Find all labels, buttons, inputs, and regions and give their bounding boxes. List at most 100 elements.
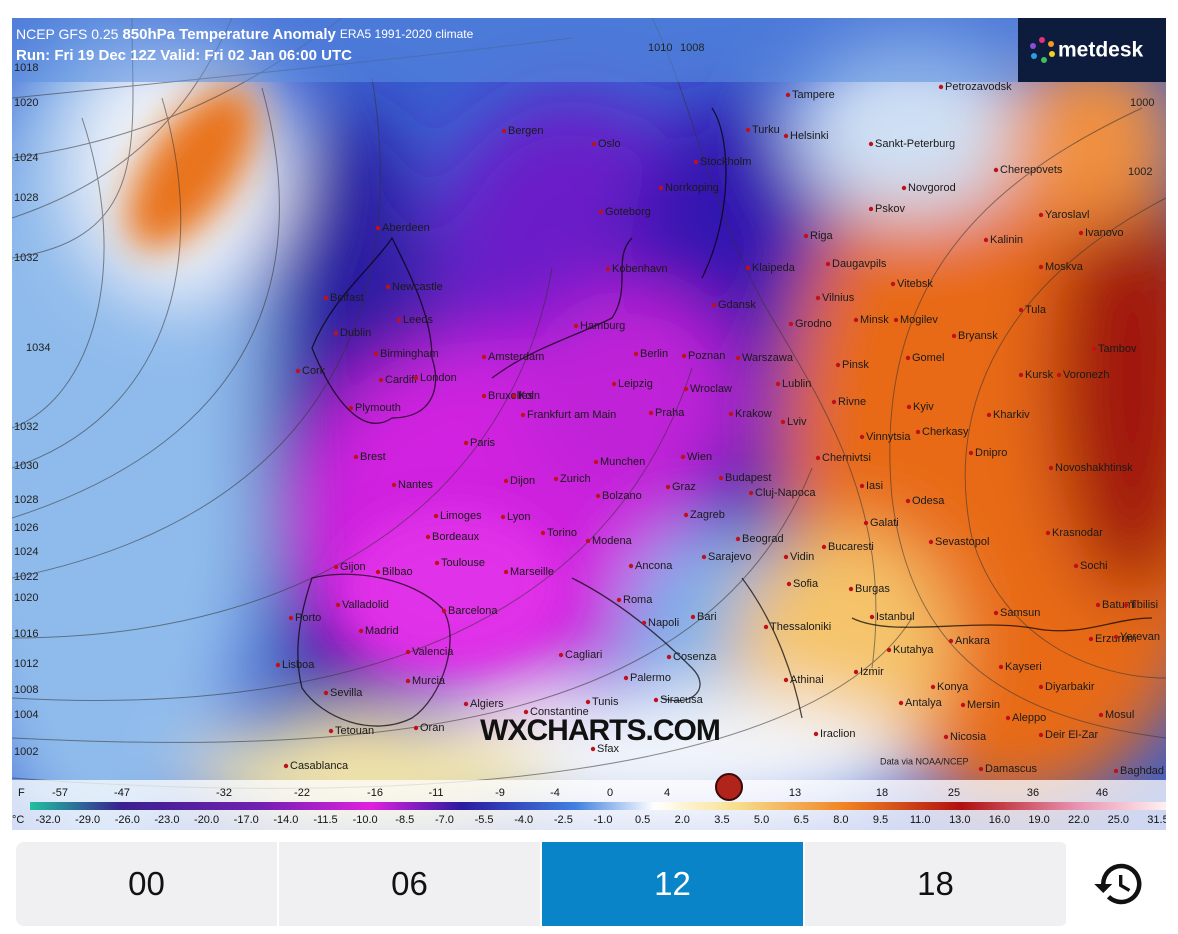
run-tab[interactable]: 18 [805,842,1068,926]
city-dot [788,321,794,327]
city-dot [463,701,469,707]
city-label: Tetouan [335,725,374,737]
city-label: Sevilla [330,687,363,699]
city-dot [434,560,440,566]
f-label: 46 [1096,787,1108,799]
city-dot [869,614,875,620]
city-label: Amsterdam [488,351,544,363]
c-label: 5.0 [754,814,769,826]
city-dot [780,419,786,425]
city-label: Ankara [955,635,991,647]
time-slider-handle[interactable] [715,773,743,801]
city-dot [503,478,509,484]
city-dot [585,538,591,544]
city-label: Wroclaw [690,383,732,395]
city-dot [348,405,354,411]
city-dot [745,265,751,271]
city-label: Yaroslavl [1045,209,1089,221]
c-label: -29.0 [75,814,100,826]
city-label: Poznan [688,350,725,362]
city-dot [553,476,559,482]
city-dot [986,412,992,418]
city-label: Wien [687,451,712,463]
city-label: Torino [547,527,577,539]
isobar-label: 1026 [14,522,38,534]
city-label: Aleppo [1012,712,1046,724]
history-button[interactable] [1092,857,1146,911]
city-dot [993,610,999,616]
city-dot [413,375,419,381]
city-dot [665,484,671,490]
city-label: Kursk [1025,369,1054,381]
credit: Data via NOAA/NCEP [880,756,969,766]
city-label: Galati [870,517,899,529]
city-dot [783,677,789,683]
city-label: Zurich [560,473,591,485]
city-dot [815,295,821,301]
city-dot [893,317,899,323]
city-label: Daugavpils [832,258,887,270]
city-label: Birmingham [380,348,439,360]
city-dot [745,127,751,133]
city-label: Izmir [860,666,884,678]
city-label: Tampere [792,89,835,101]
f-unit: F [18,787,25,799]
city-dot [978,766,984,772]
run-tab[interactable]: 12 [542,842,805,926]
city-label: Gijon [340,561,366,573]
city-dot [735,355,741,361]
c-label: 3.5 [714,814,729,826]
city-label: Diyarbakir [1045,681,1095,693]
city-dot [803,233,809,239]
c-label: -26.0 [115,814,140,826]
city-label: Dijon [510,475,535,487]
f-label: -47 [114,787,130,799]
isobar-label: 1024 [14,152,38,164]
model-name: NCEP GFS 0.25 [16,26,119,42]
city-dot [333,330,339,336]
city-dot [1038,264,1044,270]
city-dot [943,734,949,740]
city-label: Cosenza [673,651,717,663]
city-label: Nantes [398,479,433,491]
header-title: NCEP GFS 0.25 850hPa Temperature Anomaly E… [16,26,474,43]
city-dot [275,662,281,668]
city-dot [998,664,1004,670]
city-label: Cardiff [385,374,418,386]
city-dot [1098,712,1104,718]
city-label: Mogilev [900,314,938,326]
city-label: Napoli [648,617,679,629]
city-dot [283,763,289,769]
city-dot [886,647,892,653]
city-label: Yerevan [1120,631,1160,643]
city-dot [938,84,944,90]
f-label: -57 [52,787,68,799]
f-label: 13 [789,787,801,799]
c-label: 9.5 [873,814,888,826]
f-label: 4 [664,787,670,799]
city-dot [558,652,564,658]
city-dot [859,434,865,440]
city-label: Kyiv [913,401,934,413]
city-label: Istanbul [876,611,915,623]
city-label: Bucaresti [828,541,874,553]
city-label: Novoshakhtinsk [1055,462,1133,474]
city-label: Praha [655,407,685,419]
city-label: Goteborg [605,206,651,218]
city-label: Cagliari [565,649,602,661]
city-dot [763,624,769,630]
run-tab[interactable]: 06 [279,842,542,926]
city-dot [658,185,664,191]
city-dot [500,514,506,520]
legend-labels: -57 -47 -32 -22 -16 -11 -9 -4 0 4 13 18 25 36 46 -32.0 -… [35,787,1166,826]
city-dot [1113,768,1119,774]
city-dot [835,362,841,368]
city-label: London [420,372,457,384]
city-label: Murcia [412,675,446,687]
f-label: -32 [216,787,232,799]
city-label: Bordeaux [432,531,480,543]
city-label: Damascus [985,763,1037,775]
run-tab[interactable]: 00 [16,842,279,926]
f-label: 25 [948,787,960,799]
city-dot [378,377,384,383]
